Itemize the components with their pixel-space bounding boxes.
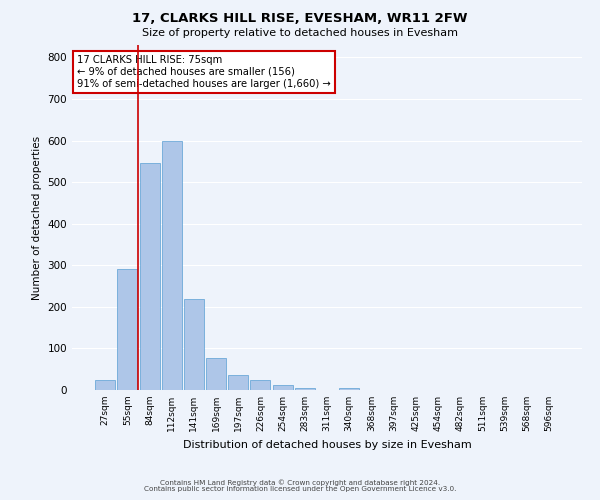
X-axis label: Distribution of detached houses by size in Evesham: Distribution of detached houses by size … <box>182 440 472 450</box>
Bar <box>184 298 204 390</box>
Bar <box>250 380 271 390</box>
Bar <box>118 270 137 390</box>
Y-axis label: Number of detached properties: Number of detached properties <box>32 136 42 300</box>
Text: 17 CLARKS HILL RISE: 75sqm
← 9% of detached houses are smaller (156)
91% of semi: 17 CLARKS HILL RISE: 75sqm ← 9% of detac… <box>77 56 331 88</box>
Text: Contains HM Land Registry data © Crown copyright and database right 2024.
Contai: Contains HM Land Registry data © Crown c… <box>144 479 456 492</box>
Bar <box>295 388 315 390</box>
Text: 17, CLARKS HILL RISE, EVESHAM, WR11 2FW: 17, CLARKS HILL RISE, EVESHAM, WR11 2FW <box>132 12 468 26</box>
Bar <box>162 142 182 390</box>
Bar <box>140 164 160 390</box>
Bar <box>228 376 248 390</box>
Text: Size of property relative to detached houses in Evesham: Size of property relative to detached ho… <box>142 28 458 38</box>
Bar <box>272 385 293 390</box>
Bar <box>95 380 115 390</box>
Bar <box>206 358 226 390</box>
Bar <box>339 388 359 390</box>
